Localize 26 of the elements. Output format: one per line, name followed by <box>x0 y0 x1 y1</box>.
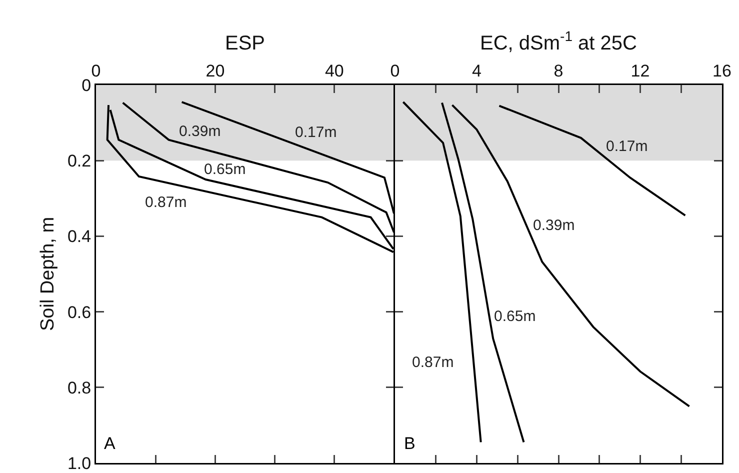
series-label: 0.17m <box>606 138 648 155</box>
x-tick-label: 12 <box>630 62 650 81</box>
series-label: 0.39m <box>533 217 575 234</box>
series-label: 0.39m <box>179 123 221 140</box>
x-tick-label: 16 <box>712 62 732 81</box>
annotation: B <box>404 434 416 453</box>
series-label: 0.87m <box>412 354 454 371</box>
y-tick-label: 0.2 <box>67 152 92 171</box>
y-tick-label: 0.4 <box>67 227 92 246</box>
x-tick-label: 4 <box>472 62 482 81</box>
x-tick-label: 40 <box>324 62 344 81</box>
series-label: 0.65m <box>494 308 536 325</box>
series-label: 0.17m <box>295 124 337 141</box>
x-tick-label: 8 <box>554 62 564 81</box>
x-axis-title: EC, dSm$^{-1}$ at 25C <box>480 28 637 54</box>
series-label: 0.87m <box>145 194 187 211</box>
series-label: 0.65m <box>204 161 246 178</box>
y-tick-label: 0 <box>82 76 92 95</box>
x-axis-title: ESP <box>224 32 266 54</box>
x-tick-label: 0 <box>390 62 400 81</box>
annotation: A <box>104 434 116 453</box>
y-tick-label: 0.8 <box>67 378 92 398</box>
y-tick-label: 0.6 <box>67 302 92 322</box>
y-tick-label: 1.0 <box>67 454 92 473</box>
y-axis-title: Soil Depth, m <box>38 216 59 332</box>
x-tick-label: 20 <box>206 62 225 81</box>
